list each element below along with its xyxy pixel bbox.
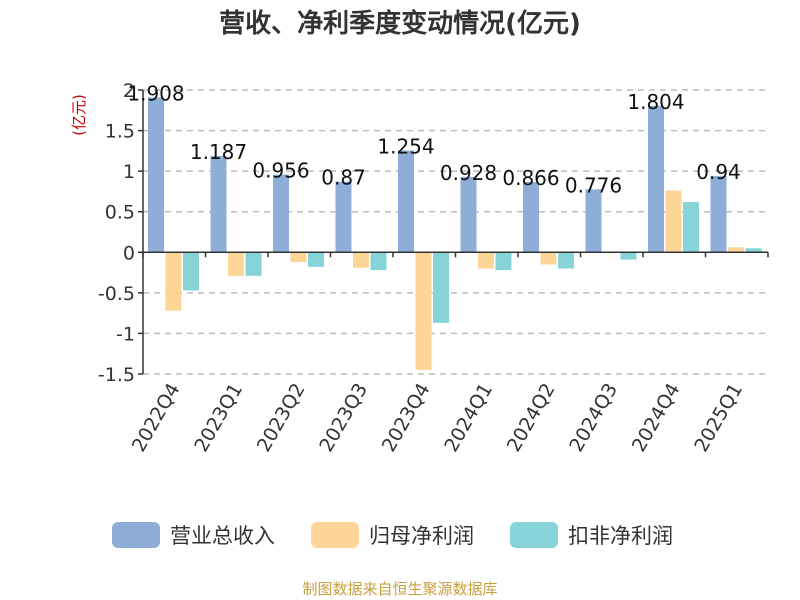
chart-title: 营收、净利季度变动情况(亿元) bbox=[219, 8, 581, 39]
data-label: 1.908 bbox=[127, 81, 184, 105]
bar-2 bbox=[353, 252, 369, 268]
x-tick-label: 2023Q3 bbox=[315, 380, 372, 456]
bar-3 bbox=[183, 252, 199, 291]
data-label: 0.928 bbox=[440, 161, 497, 185]
bar-2 bbox=[728, 247, 744, 253]
bar-1 bbox=[585, 189, 602, 253]
y-tick-label: 0 bbox=[123, 242, 135, 264]
data-label: 0.956 bbox=[252, 159, 309, 183]
bar-1 bbox=[273, 174, 289, 253]
bar-1 bbox=[398, 150, 414, 253]
bar-3 bbox=[245, 252, 262, 276]
bar-marks bbox=[148, 97, 762, 370]
y-tick-label: -0.5 bbox=[98, 283, 135, 305]
legend-swatch bbox=[112, 522, 160, 548]
y-tick-label: 2 bbox=[123, 80, 135, 102]
x-tick-label: 2024Q3 bbox=[565, 380, 622, 456]
bar-2 bbox=[540, 252, 557, 265]
bar-3 bbox=[558, 252, 574, 269]
bar-3 bbox=[745, 248, 762, 253]
x-tick-label: 2023Q2 bbox=[253, 380, 310, 456]
y-axis-unit: (亿元) bbox=[70, 94, 88, 136]
gridlines bbox=[143, 89, 768, 375]
data-label: 1.804 bbox=[627, 90, 684, 114]
bar-1 bbox=[460, 176, 477, 253]
y-tick-label: -1.5 bbox=[98, 364, 135, 386]
bar-1 bbox=[335, 181, 352, 253]
data-label: 0.87 bbox=[321, 166, 366, 190]
y-axis: 2 1.5 1 0.5 0 -0.5 -1 -1.5 bbox=[98, 80, 144, 386]
data-label: 0.776 bbox=[565, 173, 622, 197]
y-tick-label: -1 bbox=[116, 323, 135, 345]
bar-2 bbox=[415, 252, 432, 370]
bar-1 bbox=[710, 176, 727, 253]
y-tick-label: 1.5 bbox=[105, 121, 135, 143]
data-label: 1.254 bbox=[377, 135, 434, 159]
x-tick-label: 2024Q4 bbox=[628, 380, 685, 456]
x-tick-label: 2023Q1 bbox=[190, 380, 247, 456]
legend-swatch bbox=[311, 522, 359, 548]
legend-label: 扣非净利润 bbox=[568, 524, 673, 548]
legend[interactable]: 营业总收入 归母净利润 扣非净利润 bbox=[112, 522, 673, 548]
y-tick-label: 0.5 bbox=[105, 202, 135, 224]
bar-2 bbox=[290, 252, 307, 263]
legend-label: 归母净利润 bbox=[369, 524, 474, 548]
x-tick-label: 2025Q1 bbox=[690, 380, 747, 456]
x-tick-label: 2024Q1 bbox=[440, 380, 497, 456]
bar-2 bbox=[165, 252, 182, 311]
bar-3 bbox=[495, 252, 512, 271]
bar-2 bbox=[478, 252, 494, 269]
y-tick-label: 1 bbox=[123, 161, 135, 183]
bar-1 bbox=[523, 182, 539, 253]
bar-1 bbox=[648, 105, 664, 253]
data-label: 0.866 bbox=[502, 166, 559, 190]
x-tick-label: 2023Q4 bbox=[378, 380, 435, 456]
bar-2 bbox=[228, 252, 244, 276]
legend-label: 营业总收入 bbox=[170, 524, 275, 548]
bar-1 bbox=[210, 155, 227, 253]
data-label: 0.94 bbox=[696, 160, 741, 184]
bar-3 bbox=[433, 252, 449, 323]
data-label: 1.187 bbox=[190, 140, 247, 164]
legend-swatch bbox=[510, 522, 558, 548]
x-tick-label: 2024Q2 bbox=[503, 380, 560, 456]
bar-3 bbox=[683, 201, 699, 253]
x-tick-label: 2022Q4 bbox=[128, 380, 185, 456]
bar-3 bbox=[308, 252, 324, 267]
bar-3 bbox=[370, 252, 387, 271]
bar-2 bbox=[665, 190, 682, 253]
data-source-note: 制图数据来自恒生聚源数据库 bbox=[302, 580, 497, 598]
bar-3 bbox=[620, 252, 637, 260]
bar-1 bbox=[148, 97, 164, 253]
